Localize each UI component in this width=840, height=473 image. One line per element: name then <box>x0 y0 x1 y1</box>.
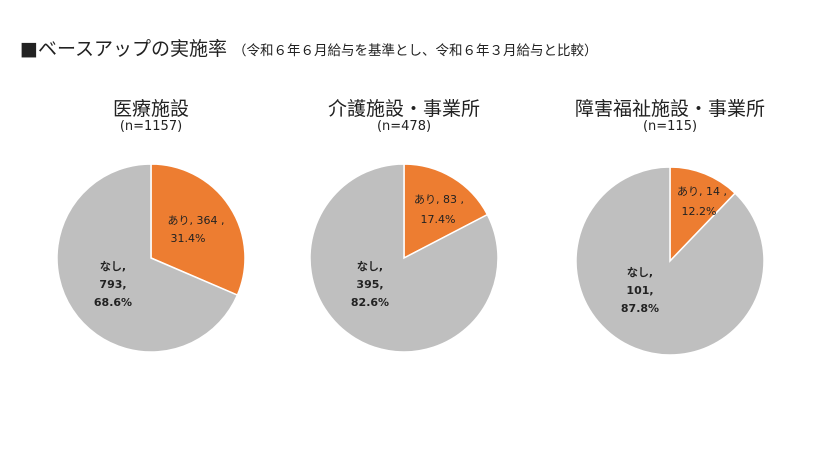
data-label: 68.6% <box>94 296 132 309</box>
title-marker: ■ <box>20 38 38 60</box>
chart-title: 医療施設 <box>112 98 189 120</box>
data-label: 793, <box>99 278 126 291</box>
slice-nashi <box>309 163 499 353</box>
data-label: なし, <box>357 260 383 273</box>
chart-n-label: (n=478) <box>376 119 432 134</box>
chart-title: 障害福祉施設・事業所 <box>574 98 765 120</box>
data-label: あり, 364 , <box>168 214 225 227</box>
chart-title: 介護施設・事業所 <box>327 98 480 120</box>
chart-n-label: (n=1157) <box>119 119 183 134</box>
slice-nashi <box>575 166 765 356</box>
data-label: なし, <box>627 266 653 279</box>
data-label: なし, <box>100 260 126 273</box>
data-label: 17.4% <box>421 213 456 226</box>
data-label: 12.2% <box>682 205 717 218</box>
title-main: ベースアップの実施率 <box>37 38 228 60</box>
page-title: ■ベースアップの実施率 （令和６年６月給与を基準とし、令和６年３月給与と比較） <box>20 34 598 61</box>
data-label: あり, 14 , <box>677 185 727 198</box>
slice-ari <box>150 163 246 297</box>
data-label: 31.4% <box>171 232 206 245</box>
data-label: 82.6% <box>351 296 389 309</box>
data-label: 395, <box>356 278 383 291</box>
title-subtitle: （令和６年６月給与を基準とし、令和６年３月給与と比較） <box>233 43 598 59</box>
data-label: 87.8% <box>621 302 659 315</box>
data-label: あり, 83 , <box>414 193 464 206</box>
data-label: 101, <box>626 284 653 297</box>
slice-ari <box>403 163 489 260</box>
slice-nashi <box>56 163 239 353</box>
slice-ari <box>669 166 737 263</box>
chart-n-label: (n=115) <box>642 119 698 134</box>
